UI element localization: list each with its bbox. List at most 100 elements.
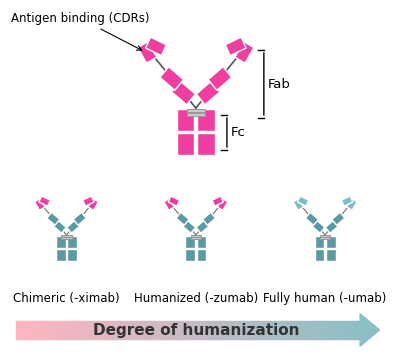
Bar (153, 321, 156, 339)
Bar (212, 196, 224, 206)
Bar (305, 321, 308, 339)
Bar (146, 37, 166, 56)
Bar (106, 321, 110, 339)
Bar (197, 109, 215, 131)
Bar (56, 249, 66, 261)
Text: Chimeric (-ximab): Chimeric (-ximab) (13, 292, 120, 305)
Bar (77, 321, 81, 339)
Bar (176, 321, 180, 339)
Text: Degree of humanization: Degree of humanization (92, 322, 299, 337)
Bar (68, 321, 72, 339)
Bar (174, 321, 177, 339)
Bar (95, 321, 98, 339)
Bar (185, 235, 195, 248)
Bar (45, 321, 48, 339)
Bar (341, 196, 353, 206)
Bar (203, 321, 206, 339)
Bar (39, 321, 43, 339)
Bar (334, 321, 337, 339)
Bar (202, 212, 216, 225)
Bar (109, 321, 113, 339)
Text: Humanized (-zumab): Humanized (-zumab) (134, 292, 258, 305)
Text: Fab: Fab (268, 78, 291, 91)
Bar (144, 321, 148, 339)
Bar (83, 321, 86, 339)
Bar (182, 321, 186, 339)
Bar (235, 41, 254, 63)
Bar (177, 109, 194, 131)
Bar (332, 212, 345, 225)
Bar (211, 321, 215, 339)
Bar (302, 321, 305, 339)
Bar (298, 196, 309, 206)
Bar (16, 321, 19, 339)
Bar (19, 321, 22, 339)
Bar (225, 37, 246, 56)
Bar (136, 321, 139, 339)
Bar (191, 235, 201, 237)
Bar (159, 321, 162, 339)
Bar (177, 133, 194, 155)
Bar (74, 321, 78, 339)
Bar (130, 321, 133, 339)
Bar (104, 321, 107, 339)
Bar (276, 321, 279, 339)
Bar (320, 235, 330, 237)
Bar (273, 321, 276, 339)
Bar (264, 321, 267, 339)
Bar (314, 321, 317, 339)
Bar (308, 321, 311, 339)
Bar (337, 321, 340, 339)
Bar (328, 321, 332, 339)
Bar (331, 321, 334, 339)
Bar (217, 321, 221, 339)
Bar (278, 321, 282, 339)
Bar (57, 321, 60, 339)
Bar (25, 321, 28, 339)
Bar (296, 321, 299, 339)
Bar (185, 321, 188, 339)
Bar (170, 321, 174, 339)
Bar (270, 321, 273, 339)
Bar (56, 235, 66, 248)
Bar (83, 196, 94, 206)
Bar (138, 321, 142, 339)
Bar (220, 321, 224, 339)
Bar (67, 220, 80, 233)
Bar (346, 321, 349, 339)
Bar (36, 321, 40, 339)
Text: Fully human (-umab): Fully human (-umab) (264, 292, 387, 305)
Bar (293, 199, 304, 210)
Bar (121, 321, 124, 339)
Bar (258, 321, 262, 339)
Bar (30, 321, 34, 339)
Bar (316, 321, 320, 339)
Bar (51, 321, 54, 339)
Bar (138, 41, 157, 63)
Bar (261, 321, 264, 339)
Bar (42, 321, 46, 339)
Bar (293, 321, 296, 339)
Bar (63, 321, 66, 339)
Bar (118, 321, 122, 339)
Bar (208, 321, 212, 339)
Bar (325, 321, 328, 339)
Bar (187, 113, 205, 115)
Bar (249, 321, 253, 339)
Bar (305, 212, 318, 225)
FancyArrow shape (360, 314, 380, 346)
Bar (351, 321, 355, 339)
Bar (340, 321, 343, 339)
Bar (290, 321, 294, 339)
Bar (196, 81, 220, 105)
Bar (354, 321, 358, 339)
Bar (34, 321, 37, 339)
Bar (86, 321, 89, 339)
Bar (88, 199, 98, 210)
Bar (115, 321, 118, 339)
Bar (141, 321, 145, 339)
Bar (53, 220, 66, 233)
Bar (112, 321, 116, 339)
Bar (179, 321, 183, 339)
Bar (322, 321, 326, 339)
